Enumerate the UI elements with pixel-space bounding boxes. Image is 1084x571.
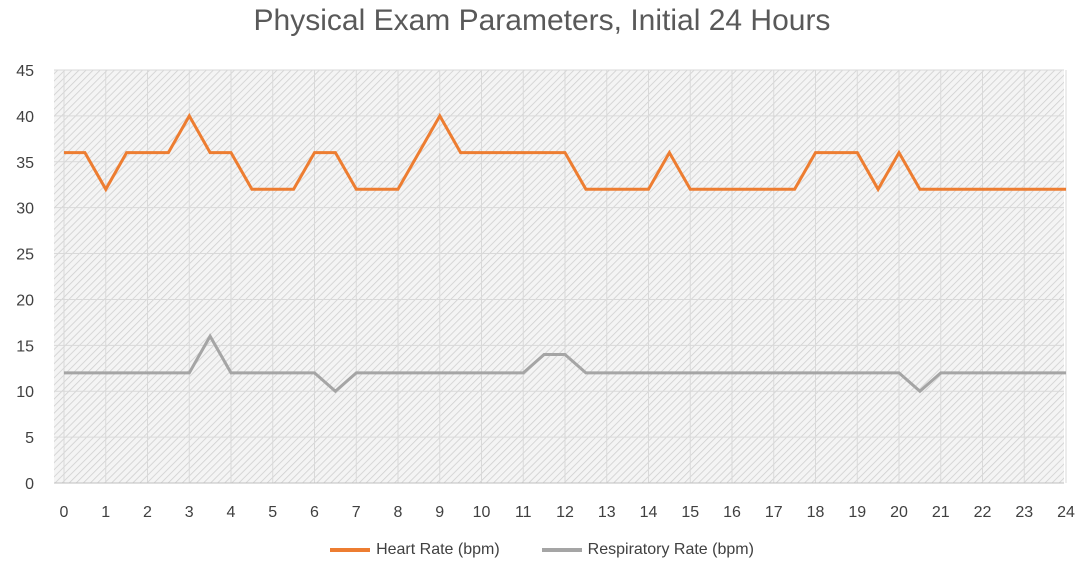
y-tick-label: 0 — [25, 476, 34, 493]
x-tick-label: 0 — [60, 504, 69, 521]
y-tick-label: 40 — [16, 109, 34, 126]
y-tick-label: 15 — [16, 338, 34, 355]
x-tick-label: 24 — [1057, 504, 1075, 521]
x-tick-label: 15 — [681, 504, 699, 521]
y-tick-label: 5 — [25, 430, 34, 447]
y-tick-label: 45 — [16, 63, 34, 80]
series-line-respiratory-rate — [64, 333, 1066, 394]
x-tick-label: 3 — [185, 504, 194, 521]
series-line-heart-rate — [64, 112, 1066, 193]
y-tick-label: 30 — [16, 201, 34, 218]
y-tick-label: 35 — [16, 155, 34, 172]
x-tick-label: 5 — [268, 504, 277, 521]
legend-swatch-respiratory-rate — [541, 548, 582, 552]
x-tick-label: 6 — [310, 504, 319, 521]
chart-title: Physical Exam Parameters, Initial 24 Hou… — [253, 4, 831, 37]
x-tick-label: 22 — [974, 504, 992, 521]
x-tick-label: 8 — [394, 504, 403, 521]
x-tick-label: 21 — [932, 504, 950, 521]
x-tick-label: 1 — [101, 504, 110, 521]
x-tick-label: 18 — [807, 504, 825, 521]
legend-item-respiratory-rate: Respiratory Rate (bpm) — [541, 541, 754, 559]
legend: Heart Rate (bpm) Respiratory Rate (bpm) — [0, 541, 1084, 559]
x-tick-label: 4 — [227, 504, 236, 521]
x-tick-label: 23 — [1015, 504, 1033, 521]
y-tick-label: 10 — [16, 384, 34, 401]
plot-area — [54, 70, 1064, 483]
x-tick-label: 10 — [473, 504, 491, 521]
x-tick-label: 9 — [435, 504, 444, 521]
x-tick-label: 20 — [890, 504, 908, 521]
x-tick-label: 16 — [723, 504, 741, 521]
x-tick-label: 11 — [515, 504, 532, 521]
y-tick-label: 25 — [16, 247, 34, 264]
legend-label-heart-rate: Heart Rate (bpm) — [376, 541, 500, 558]
y-tick-label: 20 — [16, 292, 34, 309]
x-tick-label: 12 — [556, 504, 574, 521]
legend-swatch-heart-rate — [330, 548, 371, 552]
x-tick-label: 17 — [765, 504, 783, 521]
x-tick-label: 7 — [352, 504, 361, 521]
x-tick-label: 19 — [848, 504, 866, 521]
legend-label-respiratory-rate: Respiratory Rate (bpm) — [587, 541, 754, 558]
x-tick-label: 14 — [640, 504, 658, 521]
x-tick-label: 13 — [598, 504, 616, 521]
x-tick-label: 2 — [143, 504, 152, 521]
legend-item-heart-rate: Heart Rate (bpm) — [330, 541, 500, 559]
